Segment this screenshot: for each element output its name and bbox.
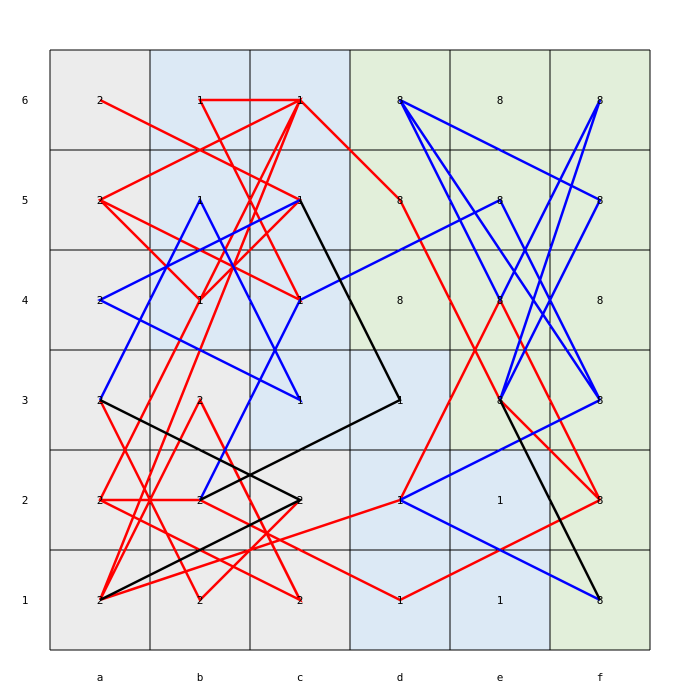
cell-numbers: 2 1 1 8 8 8 2 1 1 8 8 8 2 1 1 8 8 8 2 2 1 1 8 8 2 2 2 1 1 8 2 2 2 1 1 8 (97, 94, 604, 607)
cell-number-c6: 1 (297, 94, 304, 107)
cell-number-d6: 8 (397, 94, 404, 107)
cell-number-f6: 8 (597, 94, 604, 107)
path-line (399, 398, 601, 502)
cell-number-a1: 2 (97, 594, 104, 607)
path-line (498, 399, 602, 601)
paths-layer (97, 97, 602, 603)
path-line (97, 197, 303, 403)
row-label-1: 1 (22, 594, 29, 607)
cell-number-c3: 1 (297, 394, 304, 407)
path-line (399, 498, 601, 602)
cell-number-c1: 2 (297, 594, 304, 607)
row-label-4: 4 (22, 294, 29, 307)
cell-number-c2: 2 (297, 494, 304, 507)
cell-number-b1: 2 (197, 594, 204, 607)
cell-number-a2: 2 (97, 494, 104, 507)
cell-number-d3: 1 (397, 394, 404, 407)
cell-number-d5: 8 (397, 194, 404, 207)
cell-number-d4: 8 (397, 294, 404, 307)
cell-number-e5: 8 (497, 194, 504, 207)
cell-number-f1: 8 (597, 594, 604, 607)
cell-number-e2: 1 (497, 494, 504, 507)
column-label-a: a (97, 671, 104, 684)
column-labels: a b c d e f (97, 671, 604, 684)
path-line (399, 98, 602, 401)
cell-number-f2: 8 (597, 494, 604, 507)
column-label-f: f (597, 671, 604, 684)
cell-number-e4: 8 (497, 294, 504, 307)
cell-number-a6: 2 (97, 94, 104, 107)
cell-number-f4: 8 (597, 294, 604, 307)
row-label-2: 2 (22, 494, 29, 507)
cell-number-f3: 8 (597, 394, 604, 407)
cell-number-d2: 1 (397, 494, 404, 507)
cell-number-c5: 1 (297, 194, 304, 207)
column-label-d: d (397, 671, 404, 684)
cell-number-b4: 1 (197, 294, 204, 307)
path-line (199, 199, 402, 502)
path-line (198, 399, 302, 601)
cell-number-a3: 2 (97, 394, 104, 407)
row-labels: 1 2 3 4 5 6 (22, 94, 29, 607)
row-label-6: 6 (22, 94, 29, 107)
cell-number-a5: 2 (97, 194, 104, 207)
column-label-b: b (197, 671, 204, 684)
row-label-3: 3 (22, 394, 29, 407)
column-label-e: e (497, 671, 504, 684)
cell-number-b2: 2 (197, 494, 204, 507)
cell-number-b3: 2 (197, 394, 204, 407)
cell-number-c4: 1 (297, 294, 304, 307)
cell-number-d1: 1 (397, 594, 404, 607)
cell-number-b6: 1 (197, 94, 204, 107)
path-line (99, 398, 303, 602)
cell-number-e3: 8 (497, 394, 504, 407)
cell-number-b5: 1 (197, 194, 204, 207)
cell-number-a4: 2 (97, 294, 104, 307)
row-label-5: 5 (22, 194, 29, 207)
cell-number-f5: 8 (597, 194, 604, 207)
column-label-c: c (297, 671, 304, 684)
cell-number-e1: 1 (497, 594, 504, 607)
cell-number-e6: 8 (497, 94, 504, 107)
